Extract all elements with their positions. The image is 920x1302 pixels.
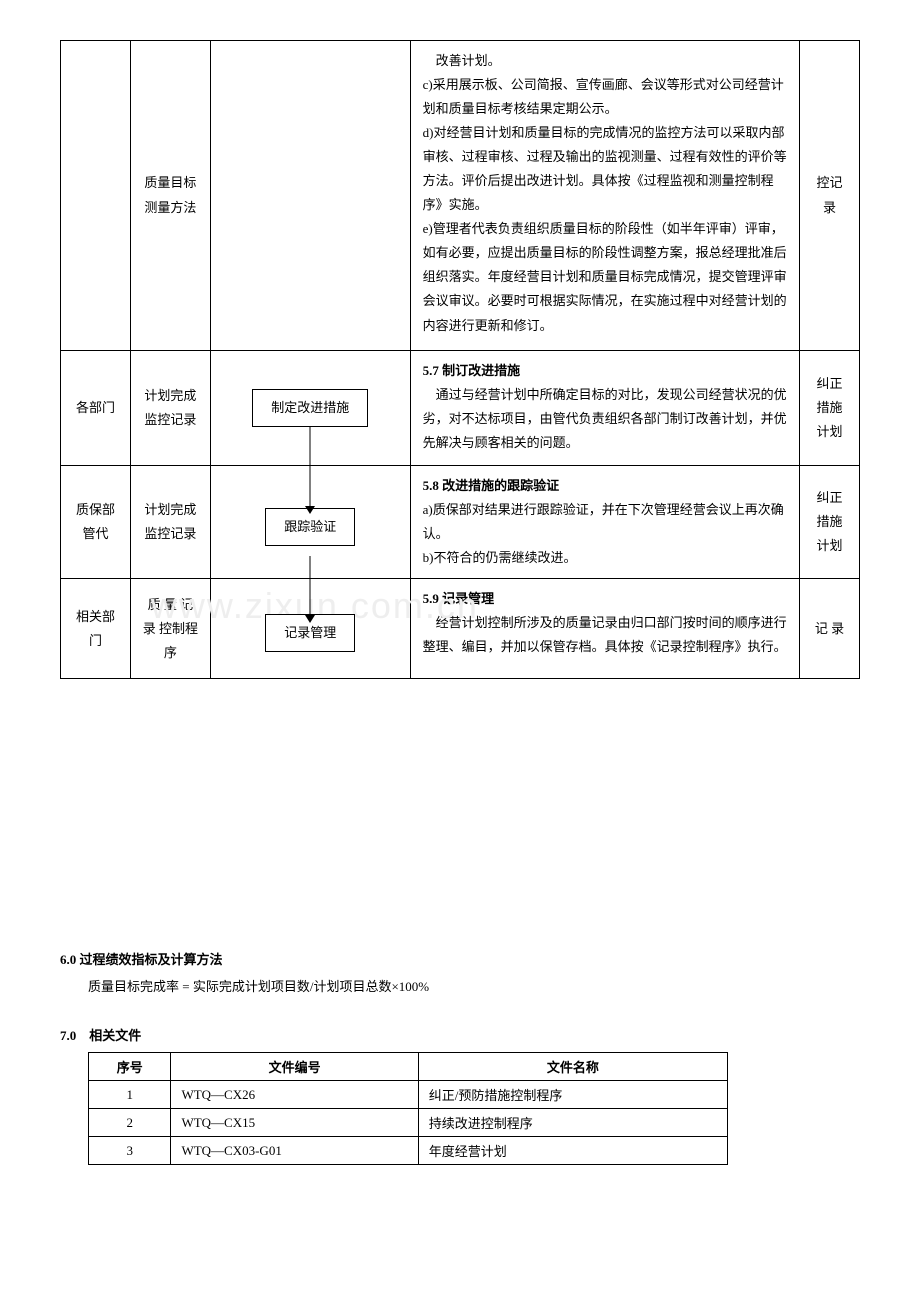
desc-text: c)采用展示板、公司简报、宣传画廊、会议等形式对公司经营计划和质量目标考核结果定… <box>423 73 787 121</box>
output-cell: 控记录 <box>800 41 860 351</box>
desc-text: 经营计划控制所涉及的质量记录由归口部门按时间的顺序进行整理、编目，并加以保管存档… <box>423 611 787 659</box>
desc-title: 5.8 改进措施的跟踪验证 <box>423 474 787 498</box>
desc-text: e)管理者代表负责组织质量目标的阶段性（如半年评审）评审，如有必要，应提出质量目… <box>423 217 787 337</box>
doc-col-name: 文件名称 <box>418 1053 727 1081</box>
doc-name: 年度经营计划 <box>418 1137 727 1165</box>
doc-name: 纠正/预防措施控制程序 <box>418 1081 727 1109</box>
dept-cell: 质保部管代 <box>61 466 131 579</box>
desc-title: 5.7 制订改进措施 <box>423 359 787 383</box>
doc-code: WTQ—CX26 <box>171 1081 418 1109</box>
dept-cell: 相关部门 <box>61 579 131 679</box>
doc-table-row: 1 WTQ—CX26 纠正/预防措施控制程序 <box>89 1081 728 1109</box>
flow-cell: www.zixun.com.cn 记录管理 <box>210 579 410 679</box>
process-table-body: 质量目标测量方法 改善计划。 c)采用展示板、公司简报、宣传画廊、会议等形式对公… <box>61 41 860 679</box>
output-cell: 记 录 <box>800 579 860 679</box>
desc-cell: 5.8 改进措施的跟踪验证 a)质保部对结果进行跟踪验证，并在下次管理经营会议上… <box>410 466 799 579</box>
desc-title: 5.9 记录管理 <box>423 587 787 611</box>
doc-name: 持续改进控制程序 <box>418 1109 727 1137</box>
process-table: 质量目标测量方法 改善计划。 c)采用展示板、公司简报、宣传画廊、会议等形式对公… <box>60 40 860 679</box>
input-cell: 质 量 记 录 控制程序 <box>130 579 210 679</box>
section7-heading: 7.0 相关文件 <box>60 1025 860 1044</box>
desc-text: a)质保部对结果进行跟踪验证，并在下次管理经营会议上再次确认。 <box>423 498 787 546</box>
process-row: 各部门 计划完成监控记录 制定改进措施 5.7 制订改进措施 通过与经营计划中所… <box>61 351 860 466</box>
flow-cell <box>210 41 410 351</box>
doc-code: WTQ—CX15 <box>171 1109 418 1137</box>
doc-num: 2 <box>89 1109 171 1137</box>
desc-cell: 改善计划。 c)采用展示板、公司简报、宣传画廊、会议等形式对公司经营计划和质量目… <box>410 41 799 351</box>
dept-cell: 各部门 <box>61 351 131 466</box>
section6-body: 质量目标完成率 = 实际完成计划项目数/计划项目总数×100% <box>88 976 860 995</box>
input-cell: 质量目标测量方法 <box>130 41 210 351</box>
dept-cell <box>61 41 131 351</box>
process-row: 质量目标测量方法 改善计划。 c)采用展示板、公司简报、宣传画廊、会议等形式对公… <box>61 41 860 351</box>
desc-cell: 5.9 记录管理 经营计划控制所涉及的质量记录由归口部门按时间的顺序进行整理、编… <box>410 579 799 679</box>
flow-cell: 制定改进措施 <box>210 351 410 466</box>
input-cell: 计划完成监控记录 <box>130 351 210 466</box>
doc-table-row: 2 WTQ—CX15 持续改进控制程序 <box>89 1109 728 1137</box>
output-cell: 纠正措施计划 <box>800 351 860 466</box>
flow-node: 制定改进措施 <box>252 389 368 427</box>
desc-text: b)不符合的仍需继续改进。 <box>423 546 787 570</box>
flow-arrow-head-icon <box>305 506 315 514</box>
flow-arrow-head-icon <box>305 615 315 623</box>
flow-arrow-line <box>310 466 311 508</box>
doc-code: WTQ—CX03-G01 <box>171 1137 418 1165</box>
input-cell: 计划完成监控记录 <box>130 466 210 579</box>
process-row: 相关部门 质 量 记 录 控制程序 www.zixun.com.cn 记录管理 … <box>61 579 860 679</box>
flow-arrow-line <box>310 579 311 617</box>
desc-text: 改善计划。 <box>423 49 787 73</box>
flow-arrow-line <box>310 556 311 578</box>
doc-table-row: 3 WTQ—CX03-G01 年度经营计划 <box>89 1137 728 1165</box>
doc-num: 3 <box>89 1137 171 1165</box>
output-cell: 纠正措施计划 <box>800 466 860 579</box>
doc-num: 1 <box>89 1081 171 1109</box>
flow-cell: 跟踪验证 <box>210 466 410 579</box>
flow-arrow-line <box>310 421 311 465</box>
doc-col-code: 文件编号 <box>171 1053 418 1081</box>
process-row: 质保部管代 计划完成监控记录 跟踪验证 5.8 改进措施的跟踪验证 a)质保部对… <box>61 466 860 579</box>
doc-col-num: 序号 <box>89 1053 171 1081</box>
section6-heading: 6.0 过程绩效指标及计算方法 <box>60 949 860 968</box>
related-docs-table: 序号 文件编号 文件名称 1 WTQ—CX26 纠正/预防措施控制程序 2 WT… <box>88 1052 728 1165</box>
doc-table-header-row: 序号 文件编号 文件名称 <box>89 1053 728 1081</box>
desc-text: d)对经营目计划和质量目标的完成情况的监控方法可以采取内部审核、过程审核、过程及… <box>423 121 787 217</box>
desc-text: 通过与经营计划中所确定目标的对比，发现公司经营状况的优劣，对不达标项目，由管代负… <box>423 383 787 455</box>
desc-cell: 5.7 制订改进措施 通过与经营计划中所确定目标的对比，发现公司经营状况的优劣，… <box>410 351 799 466</box>
